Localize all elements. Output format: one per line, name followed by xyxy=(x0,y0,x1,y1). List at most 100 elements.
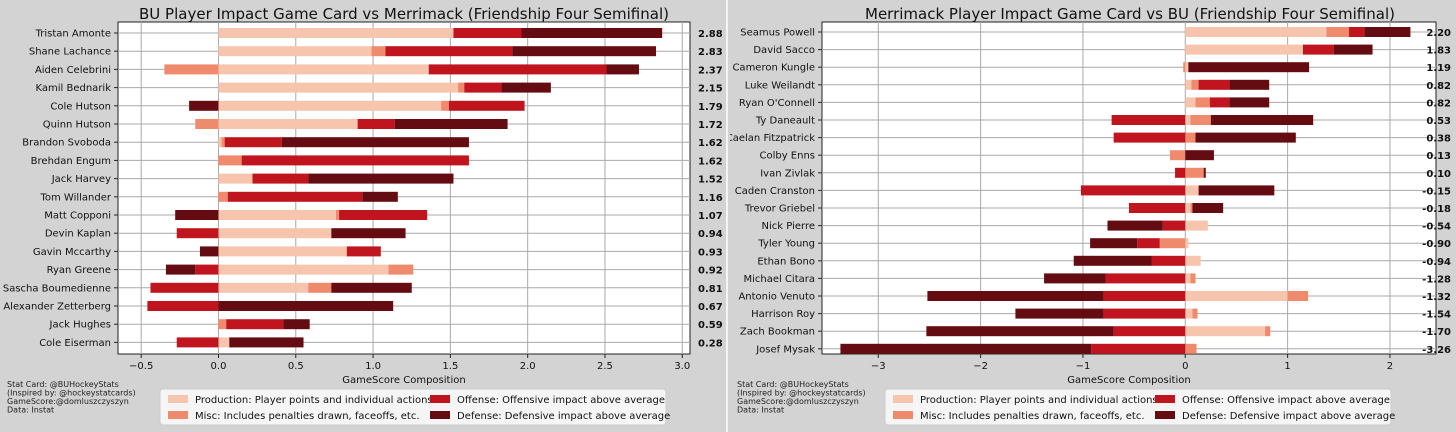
defense-legend-swatch xyxy=(1155,411,1175,419)
total-label: -0.90 xyxy=(1422,239,1451,250)
offense-bar xyxy=(1349,27,1365,37)
offense-legend-swatch xyxy=(430,395,450,403)
legend-box xyxy=(159,388,667,426)
x-tick-label: 0.0 xyxy=(211,361,227,372)
defense-bar xyxy=(394,119,508,129)
defense-bar xyxy=(281,137,469,148)
misc-bar xyxy=(1169,150,1186,161)
offense-bar xyxy=(1105,273,1186,284)
production-bar xyxy=(1185,255,1201,266)
misc-bar xyxy=(1190,273,1196,284)
total-label: 0.92 xyxy=(698,266,723,277)
production-bar xyxy=(1185,27,1327,37)
misc-bar xyxy=(1190,115,1211,125)
total-label: 0.82 xyxy=(1426,81,1451,92)
total-label: 2.15 xyxy=(698,84,723,95)
defense-legend-label: Defense: Defensive impact above average xyxy=(1182,411,1395,422)
misc-bar xyxy=(388,264,414,275)
defense-bar xyxy=(1107,220,1163,231)
defense-bar xyxy=(175,210,219,220)
production-bar xyxy=(218,337,230,348)
total-label: 0.81 xyxy=(698,284,723,295)
total-label: 0.67 xyxy=(698,302,723,313)
player-name: Trevor Griebel xyxy=(744,204,815,215)
player-name: Kamil Bednarik xyxy=(36,83,112,94)
offense-bar xyxy=(150,282,219,293)
credit-line: (Inspired by: @hockeystatcards) xyxy=(7,389,136,398)
misc-bar xyxy=(164,64,219,75)
offense-bar xyxy=(1113,132,1186,143)
defense-bar xyxy=(1185,150,1214,161)
x-tick-label: 0.5 xyxy=(288,361,304,372)
offense-bar xyxy=(357,119,395,129)
total-label: 1.62 xyxy=(698,138,723,149)
total-label: -1.70 xyxy=(1422,327,1451,338)
misc-bar xyxy=(1185,167,1204,178)
misc-bar xyxy=(1185,343,1197,354)
production-bar xyxy=(218,46,372,57)
production-bar xyxy=(1185,185,1199,196)
player-name: Gavin Mccarthy xyxy=(33,247,111,258)
player-name: Cole Hutson xyxy=(50,101,111,112)
player-name: Ryan O'Connell xyxy=(739,98,815,109)
defense-bar xyxy=(362,191,398,202)
production-bar xyxy=(218,173,253,184)
offense-bar xyxy=(1162,220,1186,231)
x-tick-label: −0.5 xyxy=(129,361,153,372)
defense-bar xyxy=(521,28,663,38)
offense-bar xyxy=(346,246,381,257)
panel-divider xyxy=(726,0,728,432)
misc-bar xyxy=(1326,27,1350,37)
x-tick-label: −3 xyxy=(871,361,886,372)
production-bar xyxy=(1185,220,1208,231)
defense-bar xyxy=(308,173,454,184)
production-legend-swatch xyxy=(893,395,913,403)
player-name: Josef Mysak xyxy=(755,344,815,355)
offense-bar xyxy=(1129,203,1186,213)
x-axis-label: GameScore Composition xyxy=(1067,375,1190,386)
total-label: -0.94 xyxy=(1422,257,1451,268)
defense-bar xyxy=(501,82,551,93)
player-name: Jack Hughes xyxy=(49,320,111,331)
player-name: Caden Cranston xyxy=(735,186,815,197)
production-bar xyxy=(218,82,459,93)
credit-line: Data: Instat xyxy=(737,406,784,415)
defense-bar xyxy=(283,319,310,330)
production-bar xyxy=(1185,203,1191,213)
plot-area xyxy=(117,21,691,355)
production-bar xyxy=(218,246,347,257)
misc-legend-label: Misc: Includes penalties drawn, faceoffs… xyxy=(195,411,420,422)
x-tick-label: 3.0 xyxy=(674,361,690,372)
total-label: -3.26 xyxy=(1422,345,1451,356)
credit-line: Stat Card: @BUHockeyStats xyxy=(7,380,119,389)
player-name: Luke Weilandt xyxy=(745,80,815,91)
defense-bar xyxy=(1195,132,1296,143)
defense-legend-swatch xyxy=(430,411,450,419)
offense-bar xyxy=(1103,291,1186,301)
misc-bar xyxy=(218,319,227,330)
offense-bar xyxy=(1091,343,1186,354)
x-tick-label: 1.5 xyxy=(442,361,458,372)
misc-bar xyxy=(1190,203,1193,213)
defense-bar xyxy=(926,326,1114,337)
total-label: -1.54 xyxy=(1422,310,1451,321)
total-label: 1.16 xyxy=(698,193,723,204)
production-legend-swatch xyxy=(168,395,188,403)
misc-bar xyxy=(308,282,332,293)
production-bar xyxy=(218,28,454,38)
merrimack-impact-chart: Merrimack Player Impact Game Card vs BU … xyxy=(730,5,1451,426)
x-tick-label: 2 xyxy=(1387,361,1393,372)
misc-bar xyxy=(335,210,340,220)
player-name: Seamus Powell xyxy=(740,28,815,39)
total-label: 0.10 xyxy=(1426,169,1451,180)
chart-title: BU Player Impact Game Card vs Merrimack … xyxy=(139,5,669,23)
total-label: 1.07 xyxy=(698,211,723,222)
player-name: Caelan Fitzpatrick xyxy=(730,133,815,144)
player-name: Zach Bookman xyxy=(740,327,815,338)
defense-legend-label: Defense: Defensive impact above average xyxy=(457,411,670,422)
misc-bar xyxy=(1159,238,1186,249)
offense-bar xyxy=(1137,238,1160,249)
production-bar xyxy=(218,264,389,275)
total-label: -1.28 xyxy=(1422,274,1451,285)
offense-bar xyxy=(339,210,428,220)
